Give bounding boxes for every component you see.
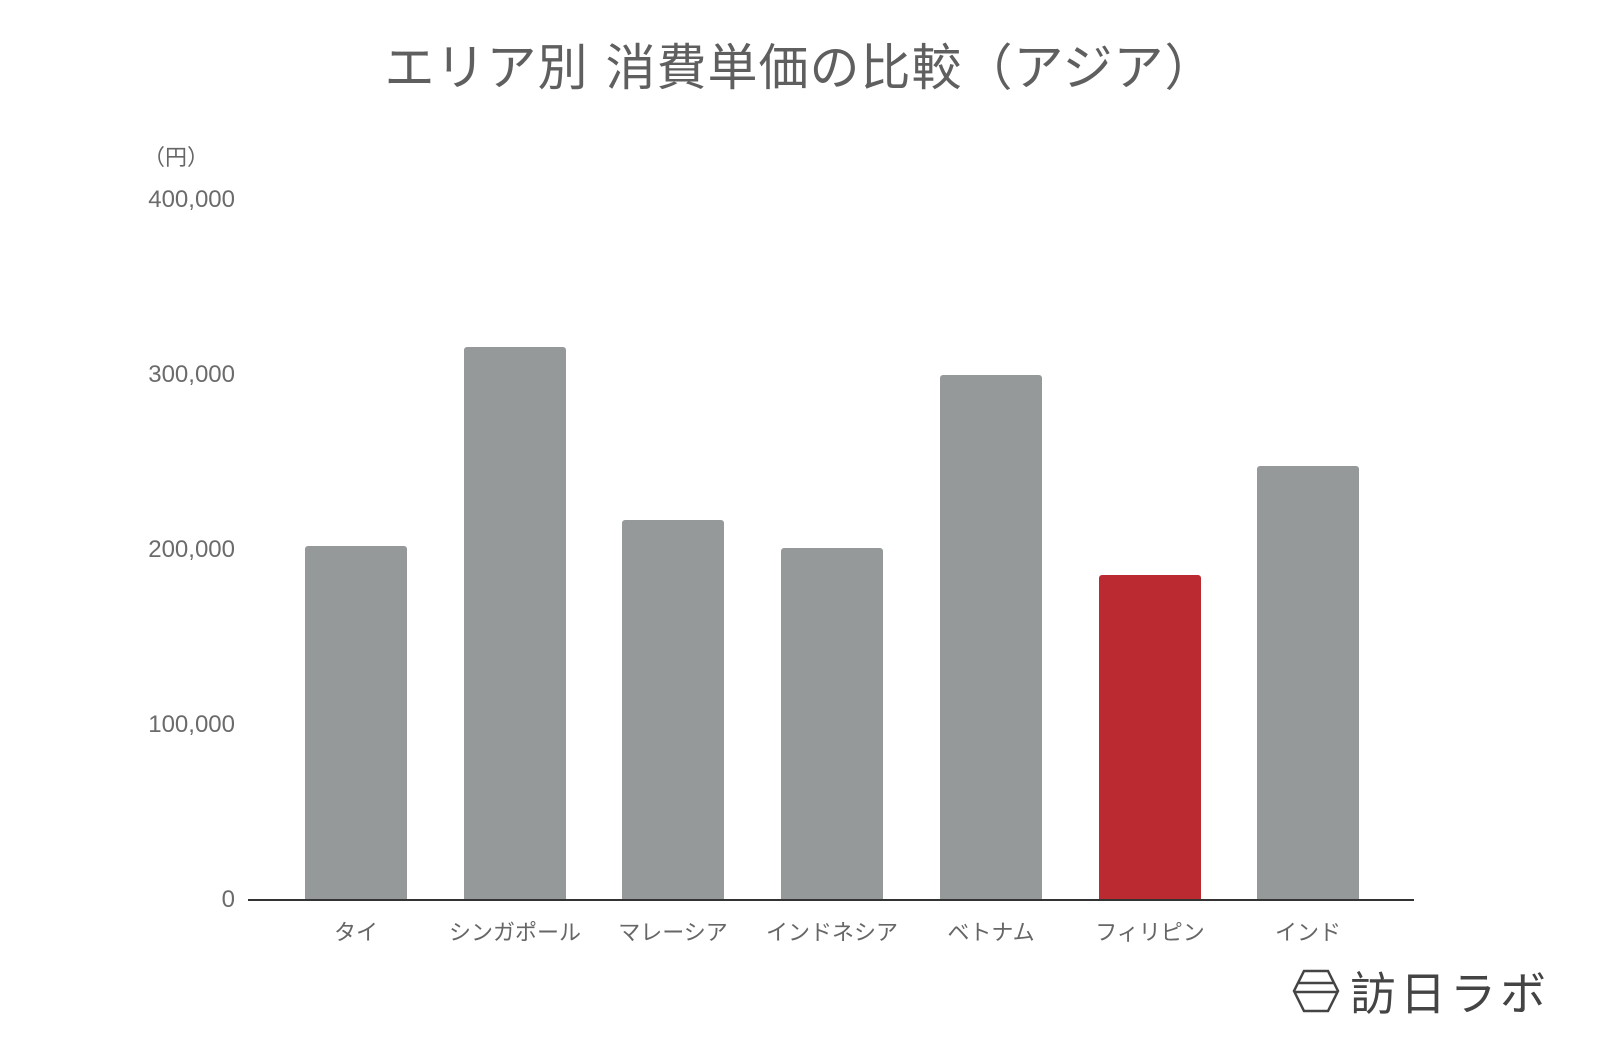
brand-logo: 訪日ラボ bbox=[1292, 958, 1550, 1024]
y-tick-100000: 100,000 bbox=[148, 711, 235, 738]
bar-1 bbox=[305, 546, 407, 900]
bar-6 bbox=[1099, 575, 1201, 900]
x-category-label: マレーシア bbox=[618, 921, 728, 946]
x-category-label: フィリピン bbox=[1095, 921, 1205, 946]
bar-2 bbox=[464, 346, 566, 900]
bar-4 bbox=[781, 547, 883, 900]
x-category-label: インドネシア bbox=[765, 921, 898, 946]
x-category-label: ベトナム bbox=[947, 921, 1035, 946]
y-axis-unit: （円） bbox=[143, 146, 210, 171]
bar-3 bbox=[622, 519, 724, 900]
chart-title: エリア別 消費単価の比較（アジア） bbox=[384, 39, 1216, 97]
y-tick-0: 0 bbox=[221, 886, 235, 913]
bar-5 bbox=[940, 374, 1042, 900]
x-axis-line bbox=[248, 899, 1414, 901]
y-tick-400000: 400,000 bbox=[148, 186, 235, 213]
bar-7 bbox=[1257, 465, 1359, 900]
x-category-label: シンガポール bbox=[448, 921, 581, 946]
y-tick-300000: 300,000 bbox=[148, 361, 235, 388]
x-category-label: タイ bbox=[333, 921, 378, 946]
hexagon-logo-icon bbox=[1292, 969, 1340, 1013]
x-category-label: インド bbox=[1274, 921, 1341, 946]
logo-text: 訪日ラボ bbox=[1350, 967, 1550, 1021]
y-tick-200000: 200,000 bbox=[148, 536, 235, 563]
